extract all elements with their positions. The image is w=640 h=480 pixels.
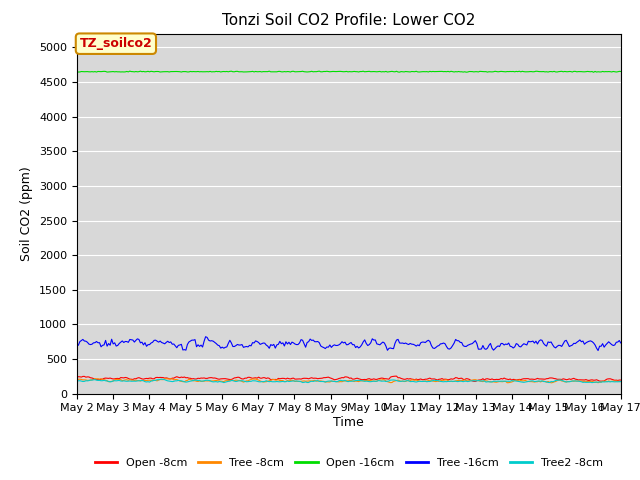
Legend: Open -8cm, Tree -8cm, Open -16cm, Tree -16cm, Tree2 -8cm: Open -8cm, Tree -8cm, Open -16cm, Tree -… <box>90 453 607 472</box>
X-axis label: Time: Time <box>333 416 364 429</box>
Text: TZ_soilco2: TZ_soilco2 <box>79 37 152 50</box>
Y-axis label: Soil CO2 (ppm): Soil CO2 (ppm) <box>20 166 33 261</box>
Title: Tonzi Soil CO2 Profile: Lower CO2: Tonzi Soil CO2 Profile: Lower CO2 <box>222 13 476 28</box>
